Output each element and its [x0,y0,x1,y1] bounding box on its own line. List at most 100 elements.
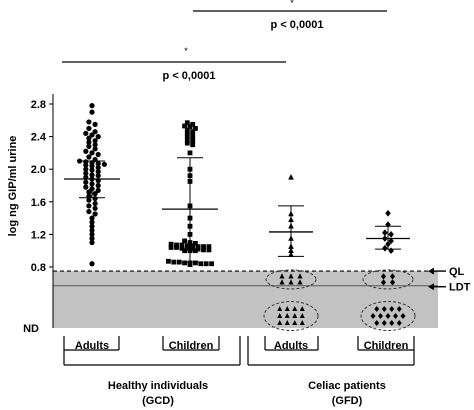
data-point [95,182,101,189]
data-point [385,209,391,217]
sig-label-2: p < 0,0001 [271,19,324,31]
data-point [86,143,92,149]
data-point [209,261,214,267]
data-point [190,243,196,249]
data-point [86,135,92,141]
data-point [203,261,209,267]
data-point [174,245,179,250]
data-point [381,320,387,326]
data-point [89,109,95,115]
data-point [92,191,98,197]
data-point [92,195,98,202]
data-point [182,248,187,254]
data-point [95,134,101,140]
sig-star-1: * [184,46,188,56]
data-point [187,240,193,245]
data-point [292,306,298,311]
data-point [187,150,193,156]
data-point [277,306,283,311]
data-groups [64,103,416,331]
data-point [95,151,101,158]
y-tick-label: 2.4 [31,132,47,144]
data-point [380,273,387,280]
x-label-healthy-children: Children [169,340,214,352]
data-point [83,130,89,136]
below-ldt-cluster [360,301,416,331]
y-tick-label: 2.0 [31,164,46,176]
data-point [95,178,101,184]
data-point [299,313,305,318]
data-point [89,235,95,242]
data-point [86,193,92,199]
ql-label: QL [449,266,465,278]
data-group [360,209,416,331]
data-point [374,306,380,312]
data-point [388,237,394,245]
category-brackets [63,336,415,366]
y-tick-label: 1.6 [31,197,46,209]
data-point [284,320,290,325]
data-point [389,273,396,280]
data-point [190,135,196,141]
data-point [187,173,193,179]
data-point [184,127,190,133]
data-point [288,173,294,180]
data-point [86,189,92,195]
data-point [279,273,285,279]
data-point [288,216,294,222]
y-tick-label: 2.8 [31,99,46,111]
data-point [89,227,95,233]
data-point [187,248,193,254]
y-tick-label: 1.2 [31,229,46,241]
data-point [184,140,190,146]
data-point [370,313,376,319]
data-point [190,129,196,135]
data-point [83,179,89,185]
data-point [83,174,89,180]
data-point [380,279,387,286]
data-point [89,163,95,169]
data-point [89,223,95,229]
data-point [385,313,391,319]
data-point [297,279,303,285]
data-point [83,170,89,176]
data-point [277,320,283,325]
data-group [64,103,120,267]
data-point [182,238,187,244]
data-point [92,129,98,135]
data-point [288,210,294,217]
data-point [382,244,388,252]
data-point [206,247,212,253]
data-point [389,306,395,312]
data-point [184,120,190,126]
data-point [86,197,92,203]
data-point [168,245,174,250]
data-point [101,161,107,167]
data-point [86,139,92,145]
data-point [83,184,89,190]
data-point [95,160,101,167]
data-point [385,221,391,228]
data-point [89,103,95,109]
data-point [184,134,190,139]
data-point [201,247,206,253]
data-point [190,246,196,252]
data-point [171,259,177,265]
data-point [374,320,380,326]
data-point [89,172,95,178]
data-point [92,156,98,163]
data-point [92,200,98,207]
data-point [187,203,193,209]
data-point [396,306,402,312]
data-point [95,187,101,193]
data-point [288,243,294,249]
data-point [95,164,101,171]
data-point [86,119,92,125]
below-ql-zone [53,271,438,328]
data-point [198,261,204,267]
data-point [179,242,185,248]
data-point [187,179,193,184]
data-point [89,181,95,187]
data-point [193,248,198,254]
